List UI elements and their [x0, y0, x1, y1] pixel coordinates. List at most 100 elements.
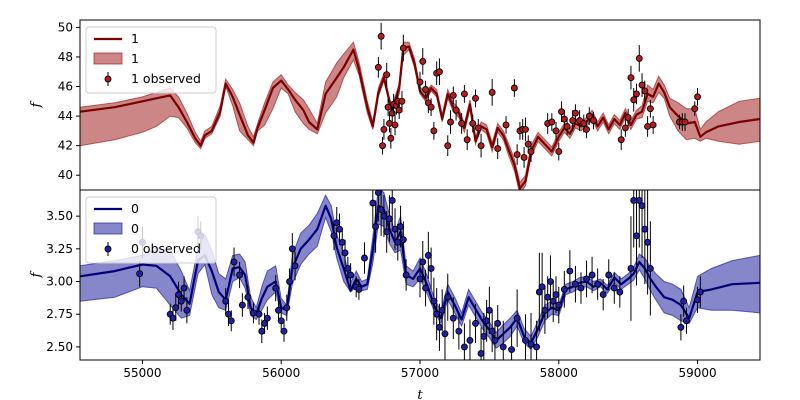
- top-observed-point: [494, 145, 502, 153]
- bottom-observed-point: [225, 310, 232, 318]
- bottom-observed-point: [508, 346, 516, 353]
- top-observed-point: [427, 103, 435, 111]
- bottom-observed-point: [533, 343, 541, 351]
- top-observed-point: [416, 78, 424, 86]
- bottom-observed-point: [460, 343, 468, 351]
- top-observed-point: [419, 57, 427, 65]
- top-observed-point: [422, 86, 430, 93]
- top-observed-point: [449, 91, 457, 99]
- top-observed-point: [555, 148, 563, 156]
- bottom-legend-label: 0 observed: [131, 241, 201, 256]
- top-observed-point: [398, 97, 406, 105]
- bottom-observed-point: [377, 206, 385, 214]
- bottom-observed-point: [433, 310, 441, 318]
- top-legend: 1 1 1 observed: [85, 26, 217, 94]
- bottom-legend: 0 0 0 observed: [85, 196, 217, 264]
- bottom-observed-point: [483, 317, 491, 325]
- bottom-observed-point: [480, 333, 488, 340]
- bottom-observed-point: [175, 291, 182, 299]
- bottom-observed-point: [430, 297, 438, 305]
- bottom-observed-point: [330, 232, 338, 240]
- xtick-label: 59000: [678, 366, 716, 380]
- top-observed-point: [644, 122, 652, 130]
- bottom-observed-point: [522, 336, 529, 344]
- top-observed-point: [395, 106, 403, 114]
- top-observed-point: [522, 125, 529, 133]
- top-legend-box: [85, 26, 217, 94]
- top-ytick-label: 50: [58, 20, 73, 34]
- bottom-observed-point: [336, 225, 343, 233]
- top-observed-point: [513, 151, 521, 158]
- bottom-observed-point: [544, 293, 552, 301]
- top-observed-point: [377, 32, 385, 40]
- bottom-observed-point: [549, 297, 557, 305]
- bottom-observed-point: [577, 284, 585, 292]
- top-observed-point: [649, 121, 657, 129]
- bottom-observed-point: [499, 343, 507, 351]
- bottom-observed-point: [610, 284, 618, 292]
- bottom-observed-point: [258, 327, 266, 335]
- bottom-observed-point: [538, 283, 546, 291]
- bottom-observed-point: [341, 249, 349, 257]
- bottom-observed-point: [347, 271, 355, 279]
- bottom-observed-point: [477, 350, 485, 357]
- top-observed-point: [387, 134, 395, 142]
- bottom-observed-point: [455, 327, 463, 335]
- top-ytick-label: 48: [58, 50, 73, 64]
- top-observed-point: [621, 124, 629, 132]
- bottom-observed-point: [633, 232, 640, 240]
- xtick-label: 58000: [540, 366, 578, 380]
- top-legend-point-swatch: [104, 75, 112, 83]
- bottom-observed-point: [274, 306, 282, 314]
- top-legend-label: 1 observed: [131, 71, 201, 86]
- top-observed-point: [691, 105, 699, 113]
- top-observed-point: [571, 109, 579, 117]
- bottom-observed-point: [288, 245, 296, 253]
- bottom-observed-point: [444, 293, 452, 301]
- bottom-observed-point: [641, 225, 649, 233]
- top-observed-point: [399, 44, 407, 52]
- bottom-observed-point: [644, 238, 652, 246]
- top-observed-point: [383, 71, 391, 79]
- top-observed-point: [585, 112, 593, 120]
- bottom-observed-point: [263, 314, 271, 322]
- top-observed-point: [379, 142, 386, 150]
- top-observed-point: [447, 118, 454, 126]
- bottom-observed-point: [696, 288, 704, 296]
- top-ylabel: f: [29, 100, 44, 108]
- bottom-observed-point: [386, 215, 393, 223]
- bottom-observed-point: [466, 336, 474, 344]
- top-observed-point: [583, 125, 590, 133]
- top-observed-point: [502, 121, 510, 129]
- top-observed-point: [552, 127, 560, 135]
- bottom-observed-point: [419, 258, 427, 266]
- bottom-observed-point: [449, 314, 457, 322]
- top-observed-point: [444, 142, 452, 150]
- bottom-observed-point: [616, 288, 624, 296]
- bottom-observed-point: [513, 314, 521, 322]
- bottom-observed-point: [136, 270, 144, 278]
- bottom-observed-point: [333, 219, 341, 227]
- bottom-observed-point: [244, 293, 252, 301]
- bottom-observed-point: [383, 228, 391, 236]
- top-legend-label: 1: [131, 51, 139, 66]
- top-observed-point: [563, 122, 571, 130]
- bottom-observed-point: [183, 306, 191, 314]
- top-legend-label: 1: [131, 31, 139, 46]
- top-observed-point: [477, 142, 485, 150]
- top-observed-point: [510, 84, 518, 92]
- top-ytick-label: 40: [58, 168, 73, 182]
- top-observed-point: [633, 90, 640, 98]
- xtick-label: 56000: [262, 366, 300, 380]
- bottom-observed-point: [435, 323, 443, 331]
- bottom-observed-point: [566, 267, 574, 275]
- top-observed-point: [694, 93, 702, 101]
- bottom-observed-point: [494, 319, 502, 327]
- bottom-observed-point: [441, 330, 449, 338]
- bottom-legend-label: 0: [131, 201, 139, 216]
- bottom-observed-point: [399, 236, 407, 244]
- bottom-observed-point: [680, 297, 688, 305]
- top-observed-point: [520, 154, 528, 161]
- bottom-observed-point: [682, 317, 690, 325]
- bottom-observed-point: [416, 275, 424, 283]
